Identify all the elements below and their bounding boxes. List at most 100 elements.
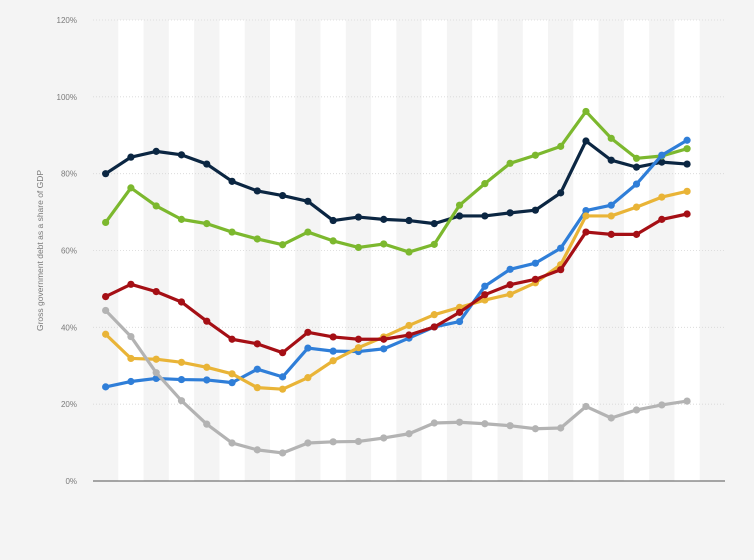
y-tick-label: 0%	[65, 477, 77, 486]
data-point	[430, 220, 438, 228]
data-point	[329, 357, 337, 365]
data-point	[127, 153, 135, 161]
y-tick-label: 20%	[61, 400, 77, 409]
data-point	[531, 259, 540, 267]
data-point	[203, 363, 211, 371]
series-line	[104, 138, 689, 389]
data-point	[102, 383, 110, 391]
data-point	[582, 206, 590, 215]
series-line	[104, 139, 689, 226]
y-tick-label: 120%	[57, 16, 77, 25]
data-point	[102, 330, 110, 338]
data-point	[253, 235, 261, 243]
data-point	[607, 201, 615, 209]
data-point	[253, 384, 261, 392]
data-point	[253, 340, 261, 348]
data-point	[557, 266, 565, 274]
data-point	[380, 215, 388, 223]
data-point	[430, 240, 438, 248]
data-point	[203, 420, 211, 428]
data-point	[304, 374, 312, 382]
data-point	[683, 145, 691, 153]
data-point	[455, 201, 464, 209]
data-point	[405, 248, 413, 256]
data-point	[354, 243, 363, 252]
y-tick-label: 100%	[57, 93, 77, 102]
data-point	[481, 296, 489, 304]
data-point	[531, 206, 540, 214]
data-point	[329, 333, 337, 341]
data-point	[102, 218, 110, 227]
data-point	[557, 244, 565, 252]
data-point	[177, 358, 186, 366]
series-1	[102, 137, 691, 228]
data-point	[127, 354, 135, 363]
data-point	[557, 424, 565, 432]
data-point	[177, 375, 186, 384]
data-point	[380, 240, 388, 248]
data-point	[304, 328, 312, 336]
data-point	[279, 349, 287, 357]
data-point	[405, 321, 413, 330]
y-tick-label: 60%	[61, 247, 77, 256]
data-point	[279, 241, 287, 249]
column-band	[472, 20, 498, 481]
data-point	[354, 335, 363, 343]
data-point	[354, 344, 363, 352]
data-point	[481, 291, 489, 299]
data-point	[481, 212, 489, 220]
data-point	[607, 134, 615, 142]
y-tick-label: 40%	[61, 323, 77, 332]
data-point	[582, 107, 590, 116]
data-point	[405, 216, 413, 225]
data-point	[228, 228, 236, 236]
data-point	[228, 379, 236, 387]
data-point	[127, 184, 135, 192]
data-point	[405, 430, 413, 438]
data-point	[405, 331, 413, 339]
data-point	[177, 298, 186, 306]
data-point	[658, 215, 666, 223]
data-point	[607, 212, 615, 220]
data-point	[329, 347, 337, 355]
data-point	[203, 220, 211, 228]
data-point	[304, 197, 312, 205]
data-point	[632, 230, 641, 238]
y-tick-label: 80%	[61, 170, 77, 179]
data-point	[329, 237, 337, 245]
data-point	[683, 160, 691, 168]
data-point	[506, 265, 514, 273]
data-point	[228, 439, 236, 447]
series-6	[102, 306, 691, 457]
data-point	[102, 293, 110, 301]
data-point	[304, 228, 312, 236]
data-point	[632, 154, 641, 162]
series-line	[104, 212, 689, 355]
series-5	[102, 210, 691, 357]
data-point	[329, 216, 337, 225]
data-point	[455, 212, 464, 220]
data-point	[152, 369, 160, 377]
data-point	[203, 160, 211, 168]
data-point	[683, 397, 691, 405]
data-point	[177, 397, 186, 405]
data-point	[683, 187, 691, 195]
data-point	[557, 142, 565, 150]
data-point	[279, 191, 287, 200]
data-point	[582, 402, 590, 411]
data-point	[481, 180, 489, 188]
data-point	[228, 177, 236, 185]
data-point	[304, 439, 312, 447]
data-point	[632, 203, 641, 211]
data-point	[632, 163, 641, 171]
data-point	[203, 317, 211, 325]
data-point	[430, 419, 438, 427]
data-point	[329, 438, 337, 446]
series-line	[104, 189, 689, 391]
data-point	[582, 212, 590, 220]
data-point	[177, 151, 186, 159]
data-point	[531, 275, 540, 283]
series-3	[102, 136, 691, 391]
data-point	[102, 170, 110, 178]
